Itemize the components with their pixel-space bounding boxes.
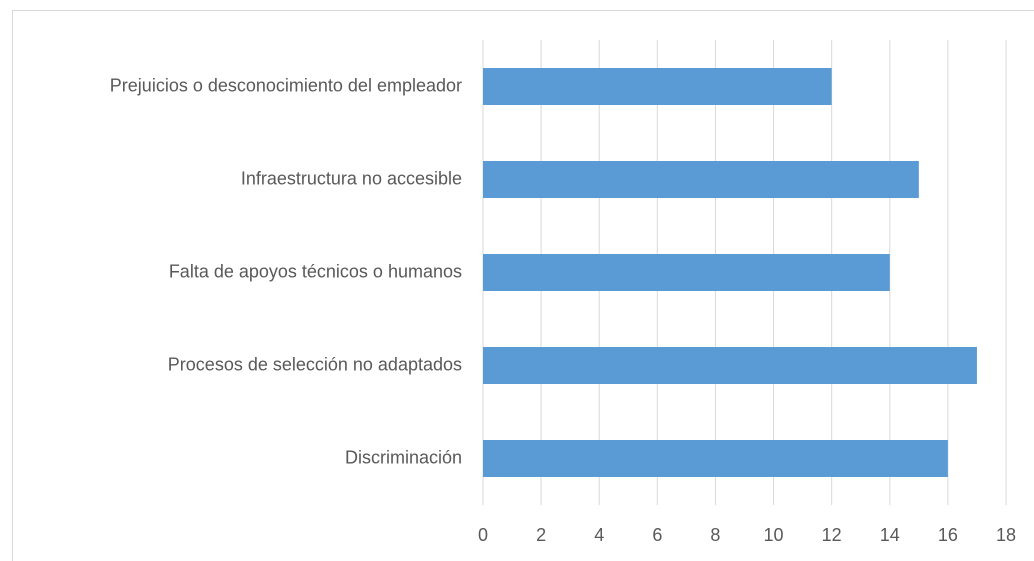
bar: [483, 161, 919, 198]
x-tick-label: 4: [594, 525, 604, 545]
x-tick-label: 12: [822, 525, 842, 545]
y-tick-label: Falta de apoyos técnicos o humanos: [169, 261, 462, 281]
y-tick-label: Discriminación: [345, 447, 462, 467]
x-tick-label: 10: [764, 525, 784, 545]
bar: [483, 440, 948, 477]
bar: [483, 68, 832, 105]
y-tick-label: Prejuicios o desconocimiento del emplead…: [110, 75, 462, 95]
y-tick-label: Infraestructura no accesible: [241, 168, 462, 188]
x-tick-label: 0: [478, 525, 488, 545]
x-tick-label: 14: [880, 525, 900, 545]
x-tick-label: 16: [938, 525, 958, 545]
x-tick-label: 2: [536, 525, 546, 545]
y-tick-label: Procesos de selección no adaptados: [168, 354, 462, 374]
x-tick-label: 8: [710, 525, 720, 545]
x-tick-label: 6: [652, 525, 662, 545]
bar: [483, 254, 890, 291]
chart-border: [12, 10, 1034, 561]
x-tick-label: 18: [996, 525, 1016, 545]
bar: [483, 347, 977, 384]
